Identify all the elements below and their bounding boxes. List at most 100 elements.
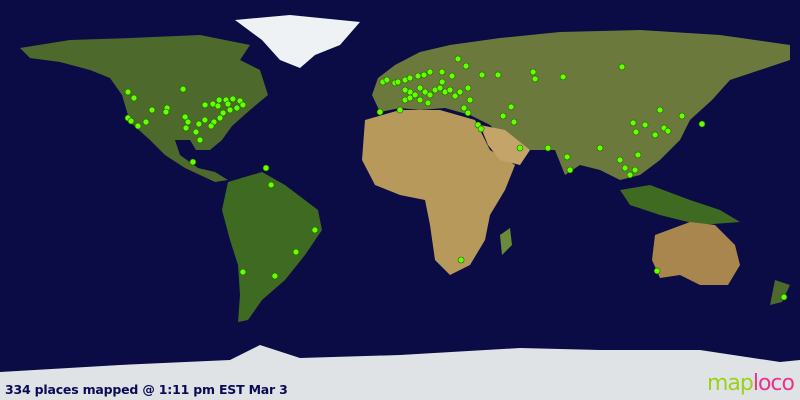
place-marker[interactable]	[629, 119, 637, 127]
place-marker[interactable]	[563, 153, 571, 161]
place-marker[interactable]	[207, 122, 215, 130]
southeast-asia-islands	[620, 185, 740, 225]
place-marker[interactable]	[229, 95, 237, 103]
place-marker[interactable]	[478, 71, 486, 79]
place-marker[interactable]	[621, 164, 629, 172]
place-marker[interactable]	[262, 164, 270, 172]
place-marker[interactable]	[196, 136, 204, 144]
place-marker[interactable]	[420, 71, 428, 79]
place-marker[interactable]	[134, 122, 142, 130]
place-marker[interactable]	[448, 72, 456, 80]
place-marker[interactable]	[460, 104, 468, 112]
place-marker[interactable]	[215, 96, 223, 104]
madagascar	[500, 228, 512, 255]
place-marker[interactable]	[224, 100, 232, 108]
place-marker[interactable]	[184, 118, 192, 126]
place-marker[interactable]	[529, 68, 537, 76]
maploco-logo[interactable]: maploco	[707, 371, 795, 396]
place-marker[interactable]	[311, 226, 319, 234]
place-marker[interactable]	[201, 101, 209, 109]
place-marker[interactable]	[214, 102, 222, 110]
place-marker[interactable]	[130, 94, 138, 102]
place-marker[interactable]	[544, 144, 552, 152]
place-marker[interactable]	[426, 91, 434, 99]
place-marker[interactable]	[494, 71, 502, 79]
place-marker[interactable]	[406, 74, 414, 82]
place-marker[interactable]	[162, 108, 170, 116]
place-marker[interactable]	[653, 267, 661, 275]
place-marker[interactable]	[596, 144, 604, 152]
place-marker[interactable]	[406, 94, 414, 102]
place-marker[interactable]	[438, 68, 446, 76]
place-marker[interactable]	[383, 76, 391, 84]
place-marker[interactable]	[189, 158, 197, 166]
place-marker[interactable]	[516, 144, 524, 152]
place-marker[interactable]	[239, 268, 247, 276]
place-marker[interactable]	[510, 118, 518, 126]
place-marker[interactable]	[124, 88, 132, 96]
place-marker[interactable]	[454, 55, 462, 63]
place-marker[interactable]	[499, 112, 507, 120]
new-zealand	[770, 280, 790, 305]
place-marker[interactable]	[411, 91, 419, 99]
north-america	[20, 35, 268, 182]
place-marker[interactable]	[464, 84, 472, 92]
place-marker[interactable]	[426, 68, 434, 76]
place-marker[interactable]	[466, 96, 474, 104]
place-marker[interactable]	[436, 84, 444, 92]
place-marker[interactable]	[618, 63, 626, 71]
place-marker[interactable]	[148, 106, 156, 114]
place-marker[interactable]	[182, 124, 190, 132]
place-marker[interactable]	[192, 128, 200, 136]
place-marker[interactable]	[226, 106, 234, 114]
place-marker[interactable]	[664, 127, 672, 135]
place-marker[interactable]	[416, 96, 424, 104]
place-marker[interactable]	[641, 121, 649, 129]
place-marker[interactable]	[416, 84, 424, 92]
place-marker[interactable]	[566, 166, 574, 174]
place-marker[interactable]	[376, 108, 384, 116]
place-marker[interactable]	[698, 120, 706, 128]
place-marker[interactable]	[632, 128, 640, 136]
place-marker[interactable]	[457, 256, 465, 264]
place-marker[interactable]	[216, 114, 224, 122]
place-marker[interactable]	[616, 156, 624, 164]
place-marker[interactable]	[401, 86, 409, 94]
place-marker[interactable]	[464, 109, 472, 117]
place-marker[interactable]	[195, 120, 203, 128]
place-marker[interactable]	[239, 101, 247, 109]
place-marker[interactable]	[531, 75, 539, 83]
place-marker[interactable]	[456, 88, 464, 96]
logo-loco: loco	[752, 371, 795, 396]
place-marker[interactable]	[626, 171, 634, 179]
place-marker[interactable]	[396, 106, 404, 114]
place-marker[interactable]	[780, 293, 788, 301]
place-marker[interactable]	[179, 85, 187, 93]
place-marker[interactable]	[181, 113, 189, 121]
place-marker[interactable]	[462, 62, 470, 70]
place-marker[interactable]	[477, 125, 485, 133]
place-marker[interactable]	[414, 72, 422, 80]
place-marker[interactable]	[292, 248, 300, 256]
place-marker[interactable]	[446, 86, 454, 94]
place-marker[interactable]	[142, 118, 150, 126]
place-marker[interactable]	[421, 88, 429, 96]
place-marker[interactable]	[634, 151, 642, 159]
place-marker[interactable]	[656, 106, 664, 114]
place-marker[interactable]	[631, 166, 639, 174]
place-marker[interactable]	[127, 117, 135, 125]
place-marker[interactable]	[394, 78, 402, 86]
place-marker[interactable]	[438, 78, 446, 86]
place-marker[interactable]	[559, 73, 567, 81]
place-marker[interactable]	[451, 92, 459, 100]
place-marker[interactable]	[651, 131, 659, 139]
place-marker[interactable]	[201, 116, 209, 124]
place-marker[interactable]	[267, 181, 275, 189]
place-marker[interactable]	[219, 109, 227, 117]
place-marker[interactable]	[233, 104, 241, 112]
place-marker[interactable]	[507, 103, 515, 111]
place-marker[interactable]	[424, 99, 432, 107]
place-marker[interactable]	[678, 112, 686, 120]
place-marker[interactable]	[271, 272, 279, 280]
